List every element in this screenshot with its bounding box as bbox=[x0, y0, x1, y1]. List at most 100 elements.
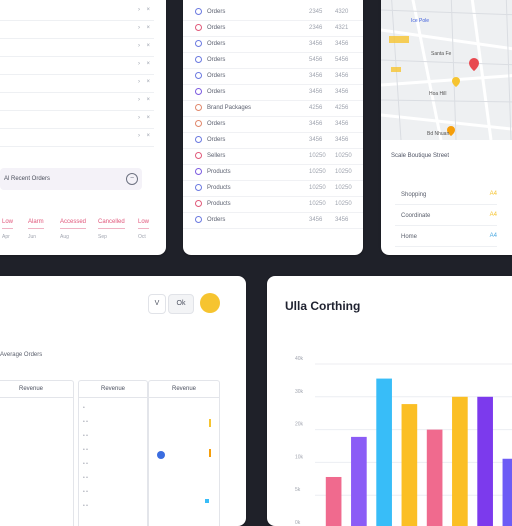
bar[interactable] bbox=[426, 429, 443, 526]
order-row[interactable]: › × bbox=[0, 128, 154, 147]
map-panel: Ice Pole Santa Fe Hoa Hill Bd Nhuan Scal… bbox=[381, 0, 512, 255]
location-pin-orange[interactable] bbox=[447, 126, 455, 136]
bar[interactable] bbox=[452, 396, 468, 526]
marker-icon bbox=[209, 419, 211, 427]
metric-value: 4256 bbox=[309, 105, 323, 111]
chevron-icon[interactable]: › bbox=[138, 43, 140, 49]
metric-name: Orders bbox=[207, 9, 226, 15]
order-row[interactable]: › × bbox=[0, 56, 154, 75]
metric-row[interactable]: Orders 2345 4320 bbox=[183, 4, 363, 21]
location-row[interactable]: Shopping A4 bbox=[395, 186, 497, 205]
metric-row[interactable]: Orders 3456 3456 bbox=[183, 68, 363, 85]
chevron-icon[interactable]: › bbox=[138, 7, 140, 13]
recent-orders-summary[interactable]: Al Recent Orders − bbox=[0, 168, 142, 190]
metric-value: 3456 bbox=[309, 217, 323, 223]
metric-name: Products bbox=[207, 169, 231, 175]
map-view[interactable]: Ice Pole Santa Fe Hoa Hill Bd Nhuan bbox=[381, 0, 512, 140]
chevron-icon[interactable]: › bbox=[138, 25, 140, 31]
mini-dot: • • bbox=[83, 489, 88, 495]
metric-row[interactable]: Orders 5456 5456 bbox=[183, 52, 363, 69]
metric-row[interactable]: Products 10250 10250 bbox=[183, 196, 363, 213]
metric-value: 3456 bbox=[309, 89, 323, 95]
close-icon[interactable]: × bbox=[146, 7, 150, 13]
metric-value: 10250 bbox=[309, 185, 326, 191]
status-dot-icon bbox=[195, 216, 202, 223]
bar[interactable] bbox=[401, 404, 418, 526]
average-orders-panel: V Ok Average Orders Revenue Revenue • • … bbox=[0, 276, 246, 526]
mini-dot: • • bbox=[83, 461, 88, 467]
metric-value: 3456 bbox=[335, 89, 349, 95]
close-icon[interactable]: × bbox=[146, 25, 150, 31]
chevron-icon[interactable]: › bbox=[138, 97, 140, 103]
chevron-icon[interactable]: › bbox=[138, 79, 140, 85]
metric-name: Products bbox=[207, 201, 231, 207]
bar[interactable] bbox=[351, 436, 367, 526]
metric-value: 3456 bbox=[335, 73, 349, 79]
close-icon[interactable]: × bbox=[146, 43, 150, 49]
status-dot-icon bbox=[195, 120, 202, 127]
metric-name: Orders bbox=[207, 57, 226, 63]
revenue-column: Revenue • • • • • • • • • • • • • • • bbox=[78, 380, 148, 526]
status-dot-icon bbox=[195, 24, 202, 31]
metric-row[interactable]: Products 10250 10250 bbox=[183, 164, 363, 181]
bar[interactable] bbox=[477, 396, 493, 526]
collapse-icon[interactable]: − bbox=[126, 173, 138, 185]
location-pin-yellow[interactable] bbox=[452, 77, 460, 87]
location-row[interactable]: Coordinate A4 bbox=[395, 207, 497, 226]
ok-button[interactable]: Ok bbox=[168, 294, 194, 314]
status-tag[interactable]: Cancelled bbox=[98, 219, 125, 229]
order-row[interactable]: › × bbox=[0, 38, 154, 57]
metric-row[interactable]: Products 10250 10250 bbox=[183, 180, 363, 197]
metric-value: 4321 bbox=[335, 25, 349, 31]
metric-value: 2346 bbox=[309, 25, 323, 31]
close-icon[interactable]: × bbox=[146, 115, 150, 121]
mini-dot: • • bbox=[83, 475, 88, 481]
bar[interactable] bbox=[325, 476, 342, 526]
status-tag[interactable]: Low bbox=[2, 219, 14, 229]
order-row[interactable]: › × bbox=[0, 92, 154, 111]
metric-value: 3456 bbox=[335, 137, 349, 143]
order-row[interactable]: › × bbox=[0, 20, 154, 39]
metric-value: 2345 bbox=[309, 9, 323, 15]
order-row[interactable]: › × bbox=[0, 110, 154, 129]
close-icon[interactable]: × bbox=[146, 79, 150, 85]
column-header: Revenue bbox=[79, 381, 147, 398]
location-row[interactable]: Home A4 bbox=[395, 228, 497, 247]
chevron-icon[interactable]: › bbox=[138, 115, 140, 121]
metric-row[interactable]: Sellers 10250 10250 bbox=[183, 148, 363, 165]
metric-value: 10250 bbox=[335, 185, 352, 191]
theme-toggle-icon[interactable] bbox=[200, 293, 220, 313]
location-pin-red[interactable] bbox=[469, 58, 479, 71]
metric-row[interactable]: Brand Packages 4256 4256 bbox=[183, 100, 363, 117]
metric-row[interactable]: Orders 3456 3456 bbox=[183, 36, 363, 53]
status-tag[interactable]: Alarm bbox=[28, 219, 44, 229]
chevron-icon[interactable]: › bbox=[138, 61, 140, 67]
status-tag[interactable]: Low bbox=[138, 219, 150, 229]
metric-row[interactable]: Orders 2346 4321 bbox=[183, 20, 363, 37]
metric-row[interactable]: Orders 3456 3456 bbox=[183, 116, 363, 133]
close-icon[interactable]: × bbox=[146, 133, 150, 139]
metric-row[interactable]: Orders 3456 3456 bbox=[183, 212, 363, 229]
selected-dot[interactable] bbox=[157, 451, 165, 459]
order-row[interactable]: › × bbox=[0, 2, 154, 21]
revenue-column: Revenue bbox=[0, 380, 74, 526]
metric-row[interactable]: Orders 3456 3456 bbox=[183, 84, 363, 101]
close-icon[interactable]: × bbox=[146, 61, 150, 67]
location-code: A4 bbox=[489, 233, 497, 239]
location-code: A4 bbox=[489, 191, 497, 197]
bar[interactable] bbox=[502, 458, 512, 526]
view-toggle-button[interactable]: V bbox=[148, 294, 166, 314]
metric-name: Sellers bbox=[207, 153, 226, 159]
status-tag[interactable]: Accessed bbox=[60, 219, 87, 229]
map-label: Bd Nhuan bbox=[427, 131, 449, 137]
chevron-icon[interactable]: › bbox=[138, 133, 140, 139]
metrics-panel: Orders 2345 4320 Orders 2346 4321 Orders 3456 34… bbox=[183, 0, 363, 255]
metric-value: 3456 bbox=[335, 41, 349, 47]
revenue-column: Revenue bbox=[148, 380, 220, 526]
metric-value: 3456 bbox=[309, 137, 323, 143]
mini-dot: • • bbox=[83, 503, 88, 509]
bar[interactable] bbox=[376, 378, 392, 526]
order-row[interactable]: › × bbox=[0, 74, 154, 93]
close-icon[interactable]: × bbox=[146, 97, 150, 103]
metric-row[interactable]: Orders 3456 3456 bbox=[183, 132, 363, 149]
